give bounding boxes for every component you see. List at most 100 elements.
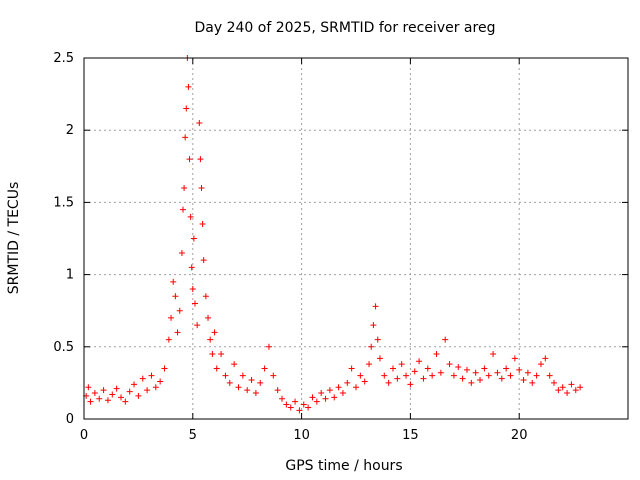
data-point [211,329,218,336]
data-point [190,235,197,242]
data-point [274,387,281,394]
data-point [503,365,510,372]
data-point [100,387,107,394]
data-point [117,394,124,401]
data-point [113,385,120,392]
y-tick-label: 0 [66,412,74,427]
data-point [372,303,379,310]
x-tick-label: 10 [293,428,310,443]
data-point [520,377,527,384]
y-tick-label: 2 [66,123,74,138]
data-point [287,404,294,411]
plot-frame [83,57,629,420]
data-point [331,394,338,401]
data-point [199,221,206,228]
data-point [205,314,212,321]
data-point [442,336,449,343]
data-point [398,361,405,368]
data-point [313,398,320,405]
data-point [207,336,214,343]
data-point [551,379,558,386]
data-point [213,365,220,372]
data-point [577,384,584,391]
data-point [189,286,196,293]
data-point [335,384,342,391]
y-tick-label: 1 [66,268,74,283]
x-tick-label: 15 [402,428,419,443]
data-point [231,361,238,368]
x-tick-label: 0 [80,428,88,443]
data-point [235,384,242,391]
data-point [161,365,168,372]
data-point [481,365,488,372]
data-point [459,375,466,382]
data-point [485,372,492,379]
data-point [370,322,377,329]
data-point [122,398,129,405]
y-tick-label: 1.5 [53,195,74,210]
data-point [463,366,470,373]
data-point [279,395,286,402]
data-point [174,329,181,336]
axis-ticks: 0 5 10 15 20 0 0.5 1 1.5 2 2.5 [53,51,628,443]
x-tick-label: 20 [511,428,528,443]
data-point [542,355,549,362]
data-point [446,361,453,368]
data-point [524,369,531,376]
data-point [186,156,193,163]
data-point [529,379,536,386]
data-point [376,355,383,362]
data-point [157,378,164,385]
data-point [490,351,497,358]
data-point [498,375,505,382]
data-point [477,377,484,384]
data-point [165,336,172,343]
data-point [472,369,479,376]
x-axis-label: GPS time / hours [285,458,402,474]
data-point [104,397,111,404]
data-point [152,384,159,391]
data-point [411,368,418,375]
data-point [507,372,514,379]
data-point [420,375,427,382]
data-point [257,379,264,386]
data-point [197,156,204,163]
data-point [172,293,179,300]
data-point [533,372,540,379]
data-point [381,372,388,379]
data-point [265,343,272,350]
data-point [433,351,440,358]
data-point [200,257,207,264]
data-point [196,119,203,126]
data-point [309,394,316,401]
data-point [494,369,501,376]
data-point [96,395,103,402]
data-point [148,372,155,379]
data-point [144,387,151,394]
data-point [270,372,277,379]
data-point [516,366,523,373]
data-point [261,365,268,372]
data-point [450,372,457,379]
data-point [318,390,325,397]
data-point [139,375,146,382]
data-point [511,355,518,362]
data-point [468,379,475,386]
data-point [292,398,299,405]
data-point [181,184,188,191]
data-point [218,351,225,358]
data-point [178,249,185,256]
data-point [326,387,333,394]
data-point [546,372,553,379]
data-point [202,293,209,300]
data-point [187,213,194,220]
data-point [407,381,414,388]
data-point [135,392,142,399]
data-point [91,390,98,397]
data-point [344,379,351,386]
data-point [416,358,423,365]
data-point [180,206,187,213]
y-tick-label: 0.5 [53,340,74,355]
data-point [185,83,192,90]
